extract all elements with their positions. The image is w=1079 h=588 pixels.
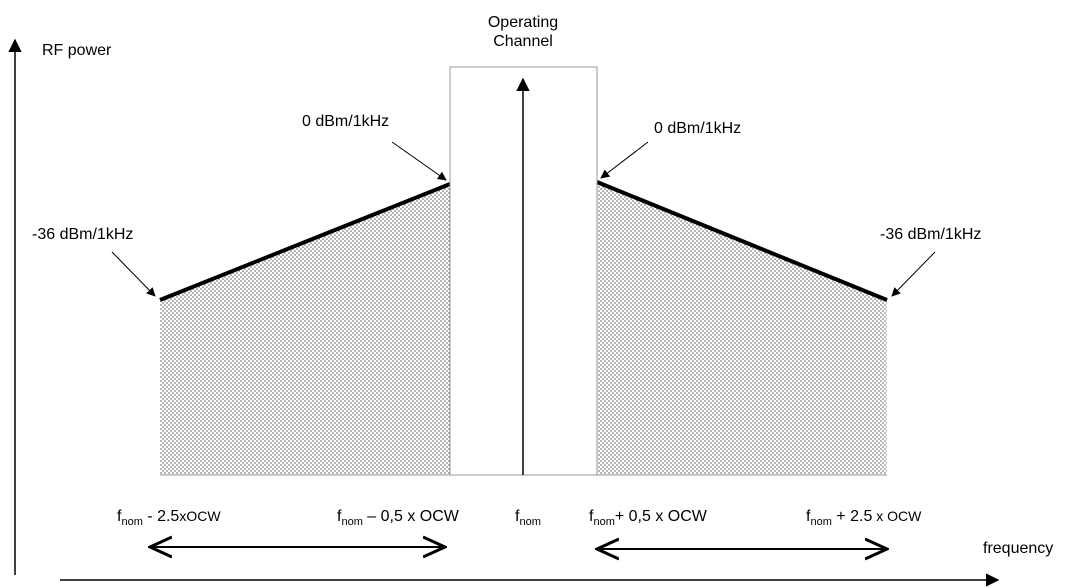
tick-left-inner: fnom – 0,5 x OCW — [337, 508, 459, 528]
tick-left-outer: fnom - 2.5xOCW — [117, 508, 221, 528]
x-axis-label: frequency — [983, 540, 1054, 557]
left-top-level-label: 0 dBm/1kHz — [302, 113, 390, 130]
operating-channel-title-line1: Operating — [487, 14, 559, 31]
right-bottom-leader — [891, 251, 936, 297]
operating-channel-title-line2: Channel — [493, 33, 553, 50]
tick-right-inner: fnom+ 0,5 x OCW — [589, 508, 707, 528]
right-mask-edge — [596, 180, 888, 302]
right-mask-region — [597, 182, 887, 475]
tick-right-outer: fnom + 2.5 x OCW — [806, 508, 922, 528]
operating-channel-title: Operating Channel — [468, 15, 578, 50]
right-bottom-level-label: -36 dBm/1kHz — [880, 226, 982, 243]
y-axis-label: RF power — [42, 42, 112, 59]
operating-channel-box — [449, 66, 598, 475]
left-mask-edge — [159, 182, 451, 302]
right-top-leader — [600, 141, 649, 179]
right-top-level-label: 0 dBm/1kHz — [654, 120, 742, 137]
tick-center: fnom — [515, 508, 541, 528]
left-bottom-leader — [111, 251, 156, 297]
left-mask-region — [160, 185, 450, 475]
left-top-leader — [391, 141, 447, 181]
left-bottom-level-label: -36 dBm/1kHz — [32, 226, 134, 243]
